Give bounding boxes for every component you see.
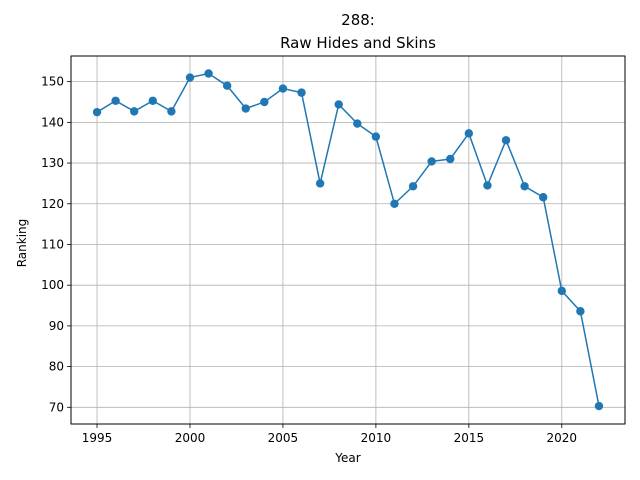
data-point: [241, 104, 250, 113]
data-point: [353, 119, 362, 128]
chart-title-line-2: Raw Hides and Skins: [280, 34, 436, 52]
x-axis-label: Year: [334, 451, 360, 465]
data-point: [539, 193, 548, 202]
data-point: [130, 107, 139, 116]
data-point: [520, 182, 529, 191]
y-tick-label: 100: [41, 278, 64, 292]
data-point: [594, 401, 604, 411]
data-point: [315, 179, 325, 188]
data-point: [167, 107, 176, 116]
data-point: [576, 307, 585, 316]
chart-title-line-1: 288:: [341, 11, 375, 29]
x-tick-label: 2000: [175, 431, 206, 445]
y-tick-label: 140: [41, 115, 64, 129]
y-tick-label: 90: [49, 319, 64, 333]
y-axis-label: Ranking: [15, 219, 29, 268]
data-point: [92, 107, 102, 117]
x-tick-label: 1995: [82, 431, 113, 445]
data-point: [427, 157, 436, 166]
data-series: [92, 69, 604, 411]
data-point: [501, 136, 511, 145]
data-point: [464, 129, 474, 138]
data-point: [148, 96, 157, 105]
y-tick-label: 70: [49, 400, 64, 414]
data-point: [446, 154, 455, 164]
plot-frame: [70, 55, 626, 425]
y-tick-label: 130: [41, 156, 64, 170]
data-point: [334, 100, 343, 109]
data-point: [371, 132, 381, 141]
data-point: [222, 81, 232, 90]
x-tick-label: 2020: [547, 431, 578, 445]
data-point: [204, 69, 213, 78]
y-tick-label: 80: [49, 360, 64, 374]
grid-lines: [71, 56, 625, 424]
data-point: [297, 88, 306, 97]
x-tick-label: 2015: [454, 431, 485, 445]
axis-ticks: 1995 2000 2005 2010 2015 2020 70 80 90 100 110 120 1…: [41, 75, 577, 445]
data-point: [278, 84, 288, 93]
y-tick-label: 120: [41, 197, 64, 211]
x-tick-label: 2005: [268, 431, 299, 445]
data-point: [557, 286, 566, 296]
series-line: [96, 72, 600, 407]
data-point: [260, 97, 269, 107]
data-point: [390, 199, 399, 208]
data-point: [111, 96, 120, 105]
x-tick-label: 2010: [361, 431, 392, 445]
y-tick-label: 150: [41, 75, 64, 89]
y-tick-label: 110: [41, 237, 64, 251]
data-point: [408, 182, 418, 191]
data-point: [483, 181, 492, 190]
data-point: [185, 73, 195, 82]
